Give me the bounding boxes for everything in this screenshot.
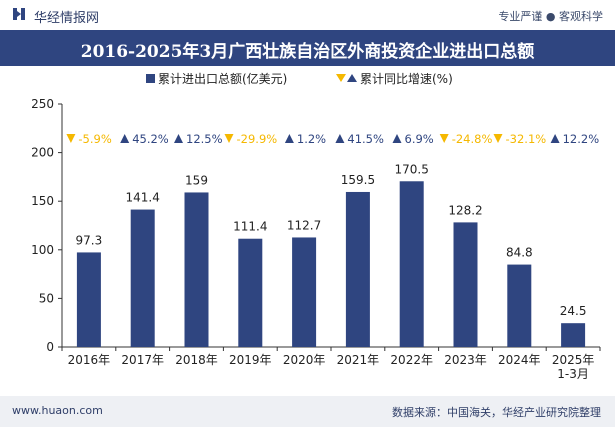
- growth-up-triangle-icon: [550, 134, 560, 143]
- bar: [130, 209, 155, 347]
- slogan: 专业严谨 ● 客观科学: [498, 10, 603, 23]
- bar: [453, 222, 478, 347]
- growth-label: 45.2%: [132, 132, 169, 146]
- brand-name: 华经情报网: [34, 11, 100, 26]
- y-tick-label: 0: [46, 340, 54, 354]
- bar-value-label: 111.4: [233, 220, 267, 234]
- chart-svg: 0 50 100 150 200 250 累计进出口总额(亿美元) 累计同比增速(%) 97.3…: [31, 71, 601, 381]
- x-tick-label: 2020年: [283, 353, 326, 367]
- legend-growth-label: 累计同比增速(%): [360, 72, 453, 86]
- legend-bar-label: 累计进出口总额(亿美元): [158, 71, 287, 86]
- x-tick-label: 2018年: [175, 353, 218, 367]
- bar-value-label: 112.7: [287, 218, 321, 232]
- plot-area: 0 50 100 150 200 250 累计进出口总额(亿美元) 累计同比增速(%) 97.3…: [0, 66, 615, 396]
- bar: [292, 237, 317, 347]
- bar: [345, 191, 370, 347]
- growth-label: -29.9%: [237, 132, 278, 146]
- x-tick-label: 2022年: [390, 353, 433, 367]
- growth-label: -5.9%: [78, 132, 111, 146]
- growth-label: 1.2%: [297, 132, 326, 146]
- growth-up-triangle-icon: [335, 134, 345, 143]
- y-tick-label: 50: [39, 291, 54, 305]
- top-bar: 华经情报网 专业严谨 ● 客观科学: [0, 0, 615, 30]
- bar: [76, 252, 101, 347]
- bar-value-label: 97.3: [76, 233, 103, 247]
- bar-value-label: 170.5: [395, 162, 429, 176]
- bar-value-label: 159: [185, 173, 208, 187]
- x-tick-label: 2024年: [498, 353, 541, 367]
- growth-up-triangle-icon: [174, 134, 183, 143]
- bar: [507, 264, 532, 347]
- bar-value-label: 141.4: [126, 191, 160, 205]
- x-tick-label: 2016年: [68, 353, 111, 367]
- x-tick-label: 2021年: [337, 353, 380, 367]
- footer-source: 数据来源：中国海关，华经产业研究院整理: [392, 406, 601, 419]
- bar-value-label: 24.5: [560, 304, 587, 318]
- legend-up-triangle-icon: [347, 74, 357, 82]
- bar: [561, 323, 586, 347]
- bar-value-label: 159.5: [341, 173, 375, 187]
- x-tick-label: 2023年: [444, 353, 487, 367]
- y-tick-label: 150: [31, 194, 54, 208]
- x-tick-label: 2019年: [229, 353, 272, 367]
- legend-down-triangle-icon: [336, 74, 346, 82]
- y-tick-label: 100: [31, 243, 54, 257]
- growth-label: -24.8%: [452, 132, 493, 146]
- bar-value-label: 84.8: [506, 246, 533, 260]
- x-tick-label: 2017年: [121, 353, 164, 367]
- growth-down-triangle-icon: [493, 134, 503, 143]
- y-tick-label: 250: [31, 97, 54, 111]
- footer-bar: www.huaon.com 数据来源：中国海关，华经产业研究院整理: [0, 396, 615, 427]
- x-tick-label: 1-3月: [557, 367, 589, 381]
- growth-up-triangle-icon: [392, 134, 402, 143]
- growth-label: 6.9%: [405, 132, 434, 146]
- growth-label: 41.5%: [347, 132, 384, 146]
- x-tick-label: 2025年: [552, 353, 595, 367]
- legend-bar-swatch: [146, 74, 155, 83]
- growth-down-triangle-icon: [66, 134, 76, 143]
- footer-website[interactable]: www.huaon.com: [12, 404, 103, 417]
- title-bar: 2016-2025年3月广西壮族自治区外商投资企业进出口总额: [0, 30, 615, 66]
- growth-up-triangle-icon: [284, 134, 294, 143]
- bar: [399, 181, 424, 347]
- growth-label: 12.2%: [563, 132, 600, 146]
- growth-label: -32.1%: [506, 132, 547, 146]
- growth-down-triangle-icon: [439, 134, 449, 143]
- y-tick-label: 200: [31, 146, 54, 160]
- growth-down-triangle-icon: [224, 134, 234, 143]
- growth-label: 12.5%: [186, 132, 223, 146]
- chart-title: 2016-2025年3月广西壮族自治区外商投资企业进出口总额: [80, 42, 535, 62]
- brand-logo-icon: [13, 8, 25, 20]
- bar: [238, 238, 263, 347]
- growth-up-triangle-icon: [120, 134, 130, 143]
- bar-value-label: 128.2: [448, 203, 482, 217]
- bar: [184, 192, 209, 347]
